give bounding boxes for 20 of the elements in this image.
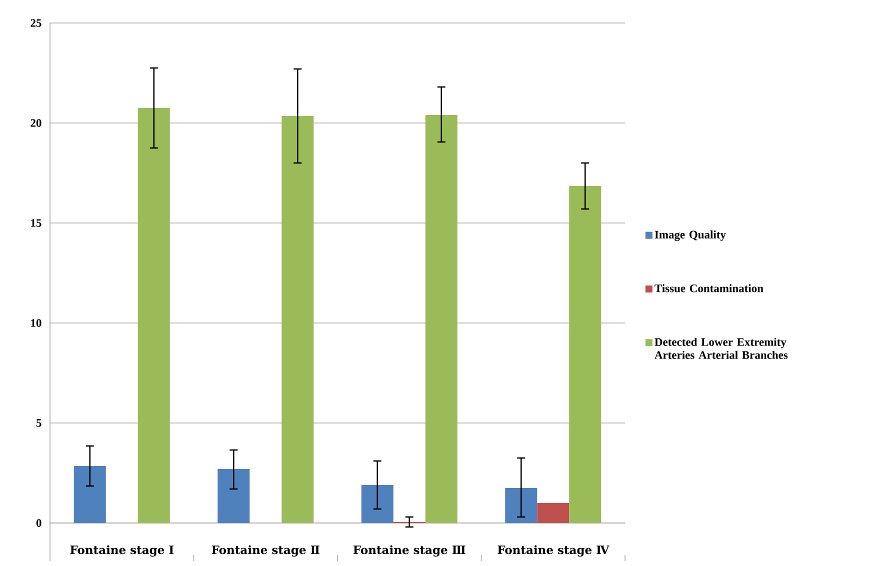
y-tick-label: 20 (30, 119, 42, 127)
y-tick-label: 25 (30, 19, 42, 27)
bar (537, 502, 570, 523)
y-tick-label: 0 (36, 519, 42, 527)
bar (282, 116, 314, 523)
bar (74, 466, 106, 523)
legend-label: Tissue Contamination (654, 284, 764, 292)
bar (138, 108, 170, 523)
legend-label: Image Quality (654, 230, 726, 241)
bar (569, 186, 602, 523)
bar (218, 468, 250, 523)
x-tick-label: Fontaine stage Ⅱ (212, 545, 320, 557)
x-tick-label: Fontaine stage Ⅰ (70, 545, 174, 557)
x-tick-label: Fontaine stage Ⅲ (353, 545, 466, 557)
legend-label: Detected Lower Extremity Arteries Arterial Branches (654, 338, 788, 359)
x-tick-label: Fontaine stage Ⅳ (498, 545, 610, 557)
y-tick-label: 5 (36, 419, 42, 427)
y-tick-label: 10 (31, 319, 42, 327)
y-tick-label: 15 (31, 219, 42, 227)
bar (425, 114, 458, 523)
